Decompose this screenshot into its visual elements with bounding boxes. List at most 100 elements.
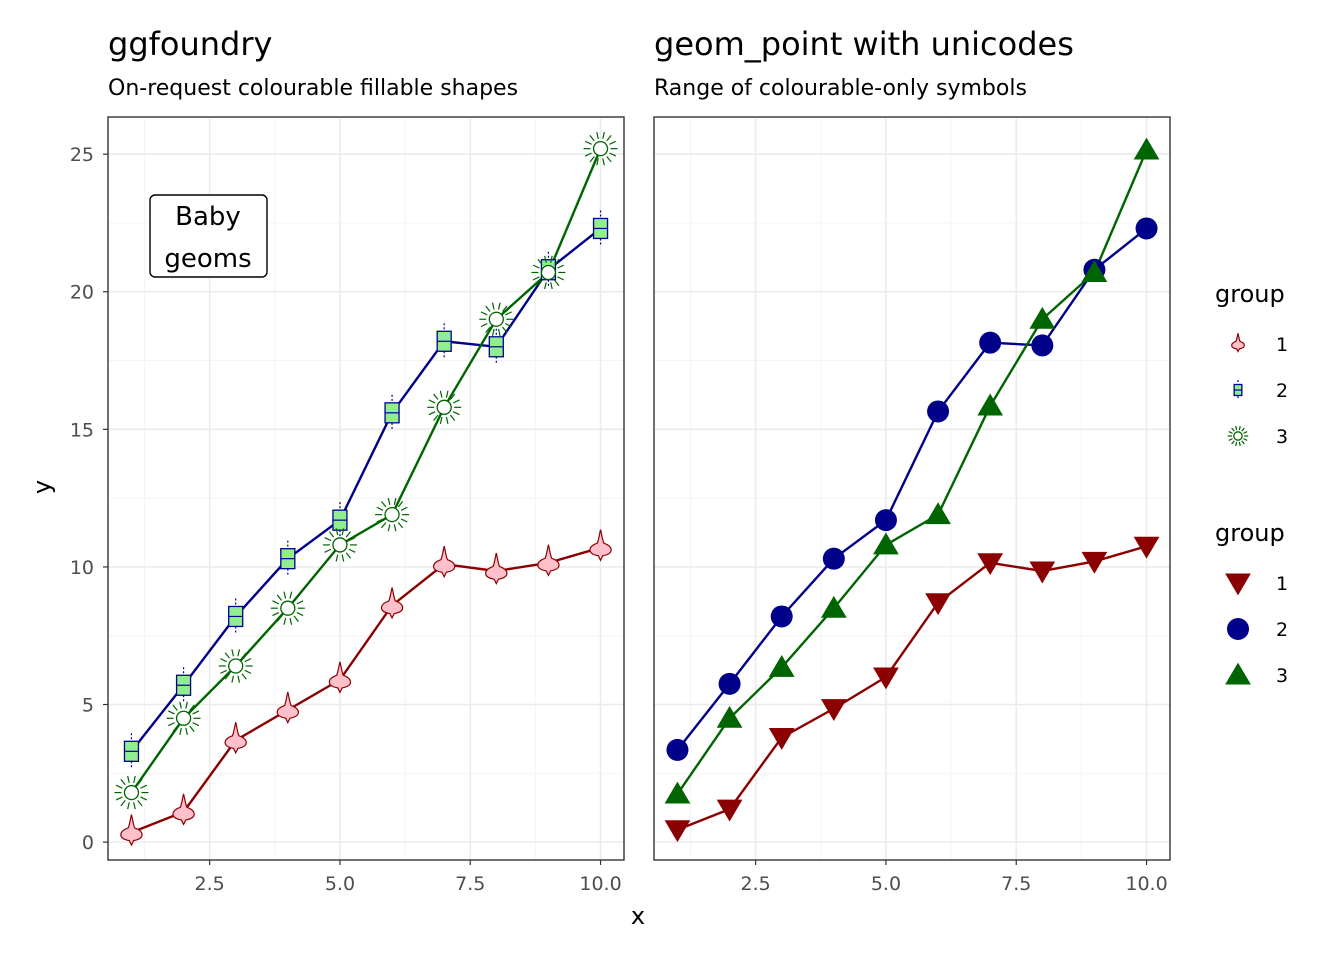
series-1-point bbox=[1133, 536, 1160, 559]
legend-shapes: group 1 2 3 bbox=[1215, 280, 1288, 448]
series-3-point-ray bbox=[192, 722, 200, 727]
series-3-point-ray bbox=[502, 305, 508, 312]
series-2-point bbox=[332, 502, 348, 539]
series-3-point bbox=[873, 532, 899, 555]
series-3-point-ray bbox=[348, 548, 356, 553]
series-3-point-ray bbox=[380, 500, 387, 508]
series-2-point bbox=[770, 605, 793, 628]
series-2-point bbox=[1135, 217, 1158, 240]
series-2-point bbox=[927, 400, 950, 423]
x-axis-title: x bbox=[631, 902, 645, 930]
legend-1-key-3-ray bbox=[1231, 427, 1235, 432]
series-3-point-ray bbox=[400, 506, 408, 511]
legend-1-key-3-ray bbox=[1235, 425, 1238, 431]
series-1-point bbox=[589, 529, 612, 562]
series-3-point-ray bbox=[584, 140, 592, 145]
series-3-point-ray bbox=[596, 158, 599, 166]
series-3-point-ray bbox=[348, 536, 356, 542]
series-3-point-ray bbox=[133, 775, 136, 783]
legend-1-key-3-ray bbox=[1238, 441, 1241, 447]
series-3-point-ray bbox=[120, 778, 126, 786]
series-3-point-ray bbox=[192, 710, 200, 715]
legend-1-key-3-ray bbox=[1243, 438, 1248, 441]
series-3-point-ray bbox=[537, 279, 543, 287]
series-3-point-ray bbox=[241, 673, 247, 680]
series-3-point-ray bbox=[335, 528, 339, 536]
series-3-point-ray bbox=[341, 528, 345, 536]
x-tick-label: 5.0 bbox=[871, 873, 901, 895]
series-3-point-core bbox=[332, 537, 348, 553]
series-3-point-ray bbox=[127, 802, 130, 810]
legend-1-key-3-ray bbox=[1228, 431, 1233, 434]
legend-1-label-2: 2 bbox=[1276, 380, 1288, 402]
series-1-point bbox=[977, 553, 1004, 576]
series-3-point-ray bbox=[497, 328, 501, 336]
series-1-point bbox=[120, 814, 143, 847]
series-3-point bbox=[820, 595, 847, 618]
y-axis-title: y bbox=[28, 480, 56, 494]
series-3-point-ray bbox=[189, 704, 195, 711]
left-plot-panel: 2.5 5.0 7.5 10.0 0 5 10 15 20 25 bbox=[70, 116, 625, 895]
series-3-point-ray bbox=[137, 800, 143, 807]
series-3-point-core bbox=[175, 710, 192, 726]
series-1-point bbox=[380, 587, 404, 620]
panel-border bbox=[107, 116, 625, 861]
series-2-point bbox=[822, 547, 845, 570]
series-3-point bbox=[1029, 306, 1056, 329]
series-3-point-ray bbox=[532, 264, 540, 269]
series-2-point bbox=[1031, 334, 1054, 357]
series-3-point-ray bbox=[293, 615, 299, 622]
series-3-point-core bbox=[228, 658, 244, 674]
series-3-point-ray bbox=[433, 393, 439, 400]
series-3-point-ray bbox=[602, 131, 605, 140]
series-3-point-ray bbox=[452, 399, 460, 404]
series-3-point-ray bbox=[589, 156, 595, 163]
series-3-point-ray bbox=[345, 531, 352, 538]
series-3-point-ray bbox=[296, 612, 304, 617]
series-3-point-ray bbox=[172, 725, 178, 732]
series-1-point bbox=[433, 546, 456, 579]
annotation-line-2: geoms bbox=[164, 244, 251, 274]
series-3-point-ray bbox=[179, 727, 182, 735]
series-3-point-ray bbox=[220, 658, 227, 663]
series-3-point-ray bbox=[289, 617, 293, 625]
legend-1-key-3-ray bbox=[1228, 438, 1233, 441]
series-3-point-ray bbox=[387, 524, 391, 532]
series-3-point bbox=[531, 255, 566, 290]
series-3-point-ray bbox=[231, 649, 235, 657]
legend-1-key-3-ray bbox=[1238, 425, 1241, 431]
series-3-point-ray bbox=[189, 725, 195, 732]
series-3-point-ray bbox=[167, 710, 175, 715]
x-tick-label: 7.5 bbox=[1001, 873, 1031, 895]
series-3-point-ray bbox=[224, 652, 230, 659]
series-3-point-ray bbox=[127, 775, 130, 783]
series-3-point-ray bbox=[393, 524, 397, 532]
series-3-point-ray bbox=[532, 276, 540, 281]
series-3-point-ray bbox=[172, 704, 178, 711]
series-1-line bbox=[131, 546, 601, 834]
legend-2-label-2: 2 bbox=[1276, 619, 1288, 641]
series-2-point bbox=[384, 394, 400, 431]
series-3-point-ray bbox=[596, 131, 599, 140]
x-tick-label: 2.5 bbox=[741, 873, 771, 895]
series-3-point bbox=[479, 302, 514, 336]
left-chart-subtitle: On-request colourable fillable shapes bbox=[108, 76, 518, 101]
series-3-point bbox=[218, 649, 253, 683]
series-1-point bbox=[820, 699, 847, 722]
series-3-point-ray bbox=[185, 727, 188, 735]
legend-1-key-3-ray bbox=[1231, 440, 1235, 445]
series-2-point bbox=[592, 210, 609, 247]
left-chart-title: ggfoundry bbox=[108, 25, 272, 63]
series-1-point bbox=[664, 820, 691, 843]
x-tick-label: 2.5 bbox=[195, 873, 225, 895]
series-3-point-ray bbox=[491, 302, 495, 310]
series-3-point-ray bbox=[602, 158, 605, 166]
series-3-point-ray bbox=[606, 156, 612, 163]
series-2-point bbox=[175, 667, 192, 704]
series-3-point-ray bbox=[397, 500, 404, 508]
series-3-point-ray bbox=[345, 552, 352, 559]
series-2-line bbox=[130, 227, 602, 753]
series-3-point-ray bbox=[137, 778, 143, 786]
x-tick-label: 5.0 bbox=[325, 873, 355, 895]
series-3-point-ray bbox=[557, 276, 565, 281]
